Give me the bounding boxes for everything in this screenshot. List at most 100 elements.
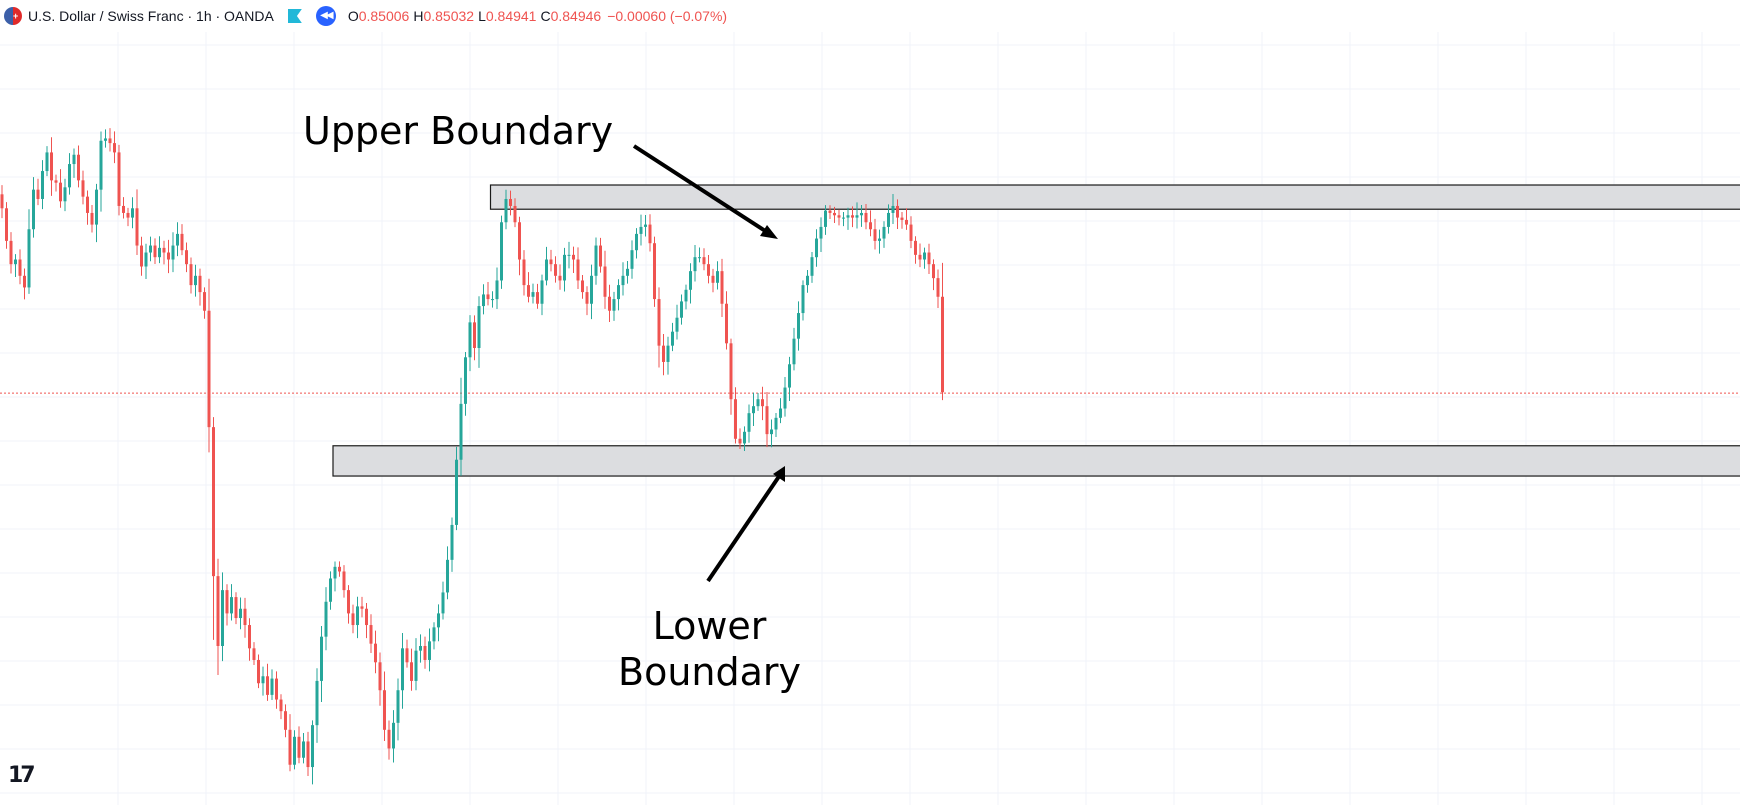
- candle: [824, 205, 827, 235]
- candle: [842, 211, 845, 227]
- candle-body: [747, 413, 751, 432]
- candle-body: [626, 268, 629, 276]
- candle: [140, 236, 143, 276]
- candle: [806, 270, 809, 293]
- candle-body: [918, 254, 922, 260]
- candle-body: [927, 252, 931, 265]
- symbol-legend: + U.S. Dollar / Swiss Franc · 1h · OANDA…: [0, 0, 1740, 32]
- candle: [104, 129, 107, 148]
- candle: [941, 262, 944, 401]
- candle-body: [401, 648, 404, 691]
- candle: [761, 386, 764, 421]
- candle: [572, 246, 575, 273]
- candle-body: [135, 208, 139, 246]
- lower-boundary-zone[interactable]: [332, 445, 1740, 477]
- candle: [671, 322, 674, 352]
- candle-body: [99, 140, 103, 190]
- candle-body: [819, 226, 823, 239]
- candle: [288, 714, 292, 772]
- candle-body: [225, 590, 229, 614]
- candle: [860, 204, 863, 227]
- candle: [257, 654, 260, 689]
- candle-body: [234, 597, 238, 619]
- close-label: C: [540, 8, 551, 24]
- upper-boundary-zone[interactable]: [489, 184, 1740, 210]
- flag-marker-icon[interactable]: [287, 9, 302, 23]
- candle-body: [162, 247, 166, 253]
- candle-body: [212, 427, 215, 577]
- candle-body: [122, 205, 125, 213]
- candle: [657, 287, 661, 368]
- candle: [270, 669, 274, 701]
- candle-body: [297, 736, 301, 758]
- candle-body: [473, 322, 476, 348]
- candle-body: [716, 271, 719, 283]
- candle: [383, 671, 386, 742]
- candle-body: [446, 559, 449, 593]
- candle-body: [900, 217, 904, 220]
- candlesticks: [0, 128, 944, 785]
- candle-body: [68, 164, 71, 188]
- candle-body: [869, 222, 872, 230]
- candle: [522, 250, 526, 296]
- candle: [194, 264, 197, 297]
- candle-body: [347, 590, 350, 614]
- candle: [905, 208, 908, 230]
- candle: [531, 283, 535, 304]
- candle-body: [387, 729, 391, 749]
- candle: [662, 333, 665, 376]
- candle: [23, 268, 26, 300]
- candle-body: [707, 264, 710, 276]
- candle: [891, 194, 895, 225]
- candle-body: [486, 294, 490, 300]
- candle: [306, 731, 310, 776]
- candle-body: [279, 699, 283, 712]
- candle-body: [405, 648, 409, 663]
- lower-boundary-label-line1: Lower: [652, 604, 767, 648]
- candle: [837, 209, 841, 226]
- candle: [455, 446, 458, 531]
- candle: [234, 592, 238, 625]
- candle: [527, 272, 530, 303]
- symbol-title[interactable]: U.S. Dollar / Swiss Franc · 1h · OANDA: [28, 8, 274, 24]
- open-value: 0.85006: [358, 8, 410, 24]
- lower-boundary-label: Lower Boundary: [618, 603, 801, 695]
- candle-body: [392, 722, 395, 749]
- candle-body: [495, 280, 499, 300]
- candle-body: [356, 606, 359, 626]
- candle-body: [131, 208, 134, 218]
- candle-body: [590, 275, 593, 304]
- candle-body: [144, 252, 148, 267]
- candle: [446, 546, 449, 600]
- candle-body: [369, 625, 373, 644]
- candle-body: [896, 205, 899, 218]
- candle: [729, 338, 733, 415]
- candle-body: [383, 690, 386, 730]
- replay-icon[interactable]: ◀◀: [315, 6, 336, 26]
- candle-body: [581, 280, 584, 293]
- candle-body: [698, 257, 701, 259]
- candle: [392, 710, 395, 763]
- candle-body: [599, 245, 602, 267]
- candle-body: [36, 189, 40, 199]
- candle-body: [342, 571, 346, 591]
- candle-body: [914, 240, 917, 255]
- candle-body: [891, 205, 895, 213]
- candle: [86, 190, 89, 225]
- candle-body: [855, 215, 859, 218]
- candle-body: [711, 275, 715, 283]
- candle: [504, 189, 508, 230]
- candle: [716, 261, 719, 290]
- candle-body: [806, 275, 809, 286]
- candle-body: [72, 154, 76, 165]
- candle: [36, 178, 40, 206]
- candle: [909, 216, 913, 249]
- candle-body: [180, 233, 184, 251]
- candle-body: [549, 259, 553, 265]
- candle-body: [95, 189, 98, 225]
- candle-body: [455, 459, 458, 525]
- tradingview-logo-icon[interactable]: 17: [8, 763, 36, 788]
- candle-body: [684, 289, 688, 302]
- candle: [149, 236, 152, 262]
